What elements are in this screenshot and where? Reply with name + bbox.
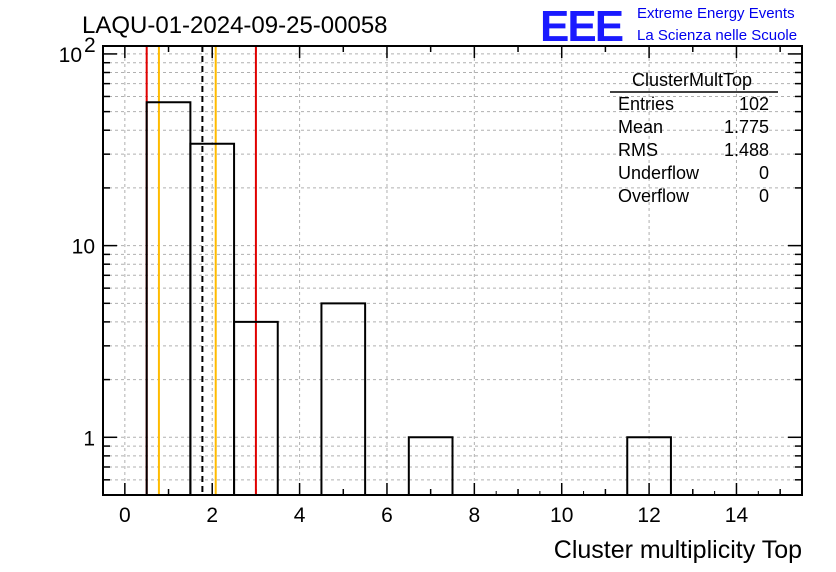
stats-value: 1.488	[724, 140, 769, 160]
y-tick-exponent: 2	[84, 34, 96, 57]
stats-value: 102	[739, 94, 769, 114]
x-tick-label: 4	[294, 504, 306, 527]
x-tick-label: 14	[725, 504, 749, 527]
logo-line-1: Extreme Energy Events	[637, 5, 795, 22]
stats-value: 0	[759, 186, 769, 206]
y-tick-label: 10	[59, 44, 82, 67]
stats-box: ClusterMultTop Entries 102 Mean 1.775 RMS 1.4…	[610, 70, 778, 206]
x-tick-label: 6	[381, 504, 393, 527]
x-tick-label: 2	[206, 504, 218, 527]
logo-line-2: La Scienza nelle Scuole	[637, 27, 797, 44]
stats-label: RMS	[618, 140, 658, 160]
histogram-bin	[407, 436, 454, 495]
x-tick-label: 12	[637, 504, 660, 527]
y-tick-label: 1	[83, 427, 95, 450]
logo-letters: EEE	[540, 2, 623, 51]
stats-value: 0	[759, 163, 769, 183]
x-axis-title: Cluster multiplicity Top	[554, 536, 802, 564]
histogram-bin	[189, 142, 236, 495]
histogram-bin	[233, 320, 279, 495]
histogram-bins	[145, 101, 672, 495]
x-tick-label: 10	[550, 504, 573, 527]
x-tick-label: 8	[469, 504, 481, 527]
stats-label: Overflow	[618, 186, 690, 206]
y-tick-label: 10	[72, 236, 95, 259]
x-tick-label: 0	[119, 504, 131, 527]
stats-title: ClusterMultTop	[632, 70, 752, 90]
eee-logo: EEE Extreme Energy Events La Scienza nel…	[540, 2, 797, 51]
stats-value: 1.775	[724, 117, 769, 137]
chart-title: LAQU-01-2024-09-25-00058	[82, 12, 388, 39]
stats-rows: Entries 102 Mean 1.775 RMS 1.488 Underflow 0 Ove…	[618, 94, 769, 206]
stats-label: Entries	[618, 94, 674, 114]
histogram-bin	[320, 302, 367, 495]
stats-label: Mean	[618, 117, 663, 137]
histogram-bin	[626, 436, 672, 495]
stats-label: Underflow	[618, 163, 700, 183]
plot-frame	[102, 45, 803, 496]
